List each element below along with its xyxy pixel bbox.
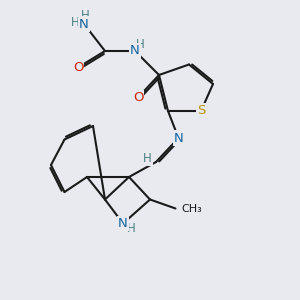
- Text: S: S: [197, 104, 205, 118]
- Text: N: N: [174, 131, 183, 145]
- Text: O: O: [133, 91, 143, 104]
- Text: N: N: [130, 44, 140, 58]
- Text: O: O: [73, 61, 83, 74]
- Text: N: N: [79, 17, 89, 31]
- Text: N: N: [118, 217, 128, 230]
- Text: CH₃: CH₃: [182, 203, 202, 214]
- Text: H: H: [81, 9, 90, 22]
- Text: H: H: [127, 222, 136, 236]
- Text: H: H: [136, 38, 145, 51]
- Text: H: H: [143, 152, 152, 165]
- Text: H: H: [71, 16, 80, 29]
